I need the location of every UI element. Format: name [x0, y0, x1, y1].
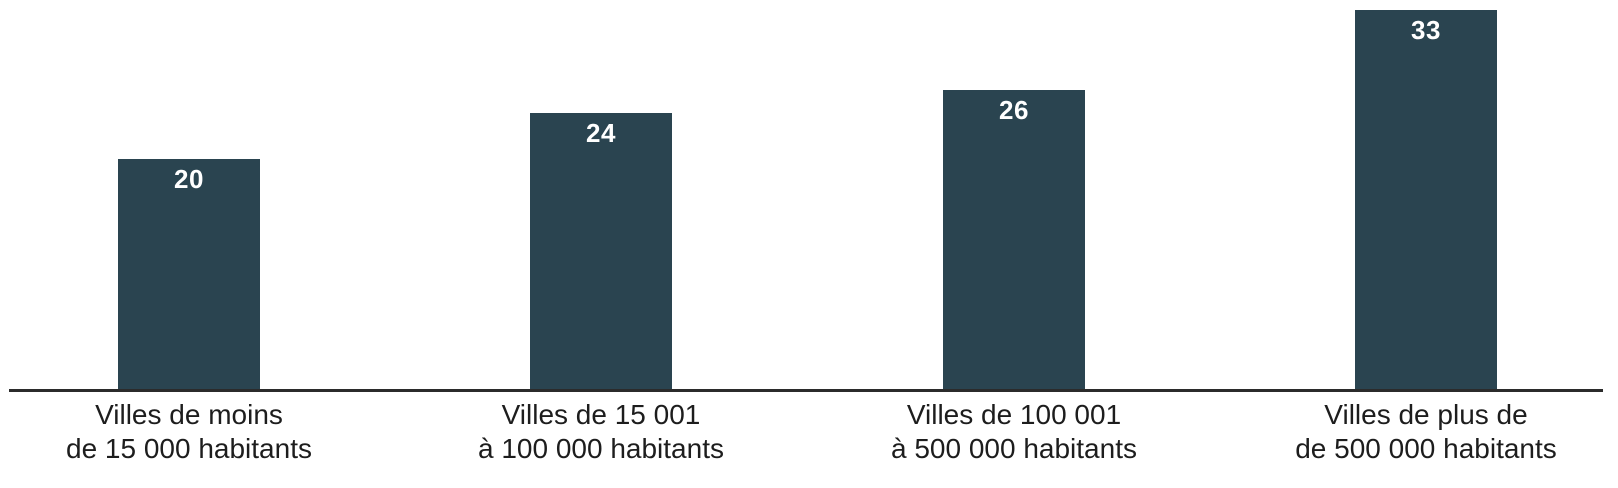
category-label: Villes de 15 001 à 100 000 habitants	[381, 398, 821, 466]
category-label-line: de 15 000 habitants	[66, 433, 312, 464]
category-label-line: Villes de 100 001	[906, 399, 1122, 430]
category-label: Villes de moins de 15 000 habitants	[0, 398, 409, 466]
bar-value-label: 20	[174, 164, 204, 194]
category-label-line: Villes de plus de	[1324, 399, 1528, 430]
bar: 20	[118, 159, 260, 389]
category-label-line: de 500 000 habitants	[1295, 433, 1557, 464]
category-label: Villes de 100 001 à 500 000 habitants	[794, 398, 1234, 466]
category-label: Villes de plus de de 500 000 habitants	[1206, 398, 1618, 466]
bar: 33	[1355, 10, 1497, 389]
bar-value-label: 24	[586, 118, 616, 148]
bar-value-label: 26	[999, 95, 1029, 125]
bar-value-label: 33	[1411, 15, 1441, 45]
bar: 26	[943, 90, 1085, 389]
category-label-line: à 100 000 habitants	[478, 433, 724, 464]
x-axis-line	[9, 389, 1603, 392]
category-label-line: Villes de 15 001	[501, 399, 701, 430]
category-label-line: à 500 000 habitants	[891, 433, 1137, 464]
category-label-line: Villes de moins	[95, 399, 283, 430]
bar: 24	[530, 113, 672, 389]
